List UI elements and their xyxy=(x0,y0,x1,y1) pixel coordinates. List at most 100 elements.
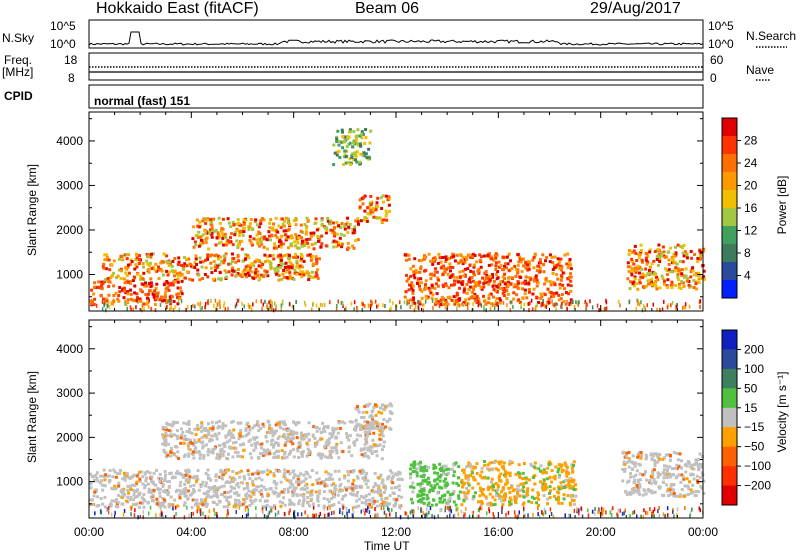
range-cell xyxy=(652,513,654,518)
range-cell xyxy=(171,503,175,507)
range-cell xyxy=(209,221,213,224)
range-cell xyxy=(342,505,346,509)
range-cell xyxy=(549,462,553,466)
range-cell xyxy=(262,509,264,514)
range-cell xyxy=(252,237,256,241)
range-cell xyxy=(141,501,145,505)
range-cell xyxy=(266,448,270,452)
range-cell xyxy=(420,487,424,491)
range-cell xyxy=(561,304,563,309)
range-cell xyxy=(638,271,641,275)
range-cell xyxy=(681,273,685,277)
range-cell xyxy=(542,488,546,492)
range-cell xyxy=(346,246,350,250)
range-cell xyxy=(171,433,175,437)
range-cell xyxy=(685,252,689,256)
range-cell xyxy=(277,494,281,498)
range-cell xyxy=(683,305,686,310)
range-cell xyxy=(629,492,633,496)
range-cell xyxy=(200,265,204,269)
range-cell xyxy=(206,275,210,279)
range-cell xyxy=(455,275,459,279)
range-cell xyxy=(132,488,136,492)
range-cell xyxy=(523,506,525,511)
range-cell xyxy=(106,304,109,309)
range-cell xyxy=(253,274,257,278)
range-cell xyxy=(238,503,242,507)
range-cell xyxy=(293,252,297,256)
range-cell xyxy=(454,295,458,299)
range-cell xyxy=(419,482,423,486)
range-cell xyxy=(388,508,390,512)
range-cell xyxy=(293,489,296,493)
range-cell xyxy=(267,234,271,238)
range-cell xyxy=(630,266,634,270)
range-cell xyxy=(452,295,456,299)
range-cell xyxy=(255,258,259,262)
range-cell xyxy=(217,257,220,261)
range-cell xyxy=(129,292,133,296)
range-cell xyxy=(568,260,572,263)
range-cell xyxy=(375,201,379,205)
range-cell xyxy=(197,488,201,492)
range-cell xyxy=(678,452,682,456)
range-cell xyxy=(566,494,570,498)
range-cell xyxy=(294,423,298,427)
range-cell xyxy=(274,423,278,427)
range-cell xyxy=(343,421,347,425)
range-cell xyxy=(512,291,516,295)
range-cell xyxy=(185,264,189,268)
range-cell xyxy=(234,260,238,264)
range-cell xyxy=(372,215,376,219)
range-cell xyxy=(560,268,563,272)
range-cell xyxy=(272,222,275,226)
range-cell xyxy=(227,490,230,494)
range-cell xyxy=(260,217,264,221)
range-cell xyxy=(320,242,324,246)
range-cell xyxy=(689,473,693,477)
range-cell xyxy=(282,268,286,272)
range-cell xyxy=(280,303,283,308)
range-cell xyxy=(236,229,240,233)
range-cell xyxy=(250,456,254,460)
range-cell xyxy=(419,267,423,271)
range-cell xyxy=(413,469,417,473)
range-cell xyxy=(265,440,269,444)
range-cell xyxy=(429,259,432,263)
range-cell xyxy=(221,236,225,240)
range-cell xyxy=(510,300,512,305)
range-cell xyxy=(150,306,152,311)
y-tick-label: 1000 xyxy=(56,267,83,281)
range-cell xyxy=(219,450,223,454)
range-cell xyxy=(544,510,547,515)
range-cell xyxy=(676,458,680,462)
range-cell xyxy=(643,508,645,513)
range-cell xyxy=(317,257,321,261)
nsearch-tick-bottom: 10^0 xyxy=(708,37,734,51)
range-cell xyxy=(321,421,325,425)
colorbar-segment xyxy=(722,226,737,245)
range-cell xyxy=(315,429,319,433)
range-cell xyxy=(356,220,360,223)
range-cell xyxy=(609,510,611,515)
range-cell xyxy=(119,490,123,494)
range-cell xyxy=(463,302,465,307)
range-cell xyxy=(390,486,394,490)
range-cell xyxy=(92,494,96,498)
range-cell xyxy=(390,404,394,408)
range-cell xyxy=(212,494,216,498)
range-cell xyxy=(509,502,513,506)
range-cell xyxy=(627,491,631,495)
range-cell xyxy=(345,432,349,436)
range-cell xyxy=(131,279,135,282)
range-cell xyxy=(208,427,212,431)
range-cell xyxy=(228,439,232,442)
range-cell xyxy=(549,283,553,287)
range-cell xyxy=(95,303,98,308)
range-cell xyxy=(413,301,417,305)
range-cell xyxy=(480,466,484,470)
range-cell xyxy=(247,489,251,493)
range-cell xyxy=(681,246,684,250)
range-cell xyxy=(652,259,656,263)
range-cell xyxy=(680,459,683,463)
